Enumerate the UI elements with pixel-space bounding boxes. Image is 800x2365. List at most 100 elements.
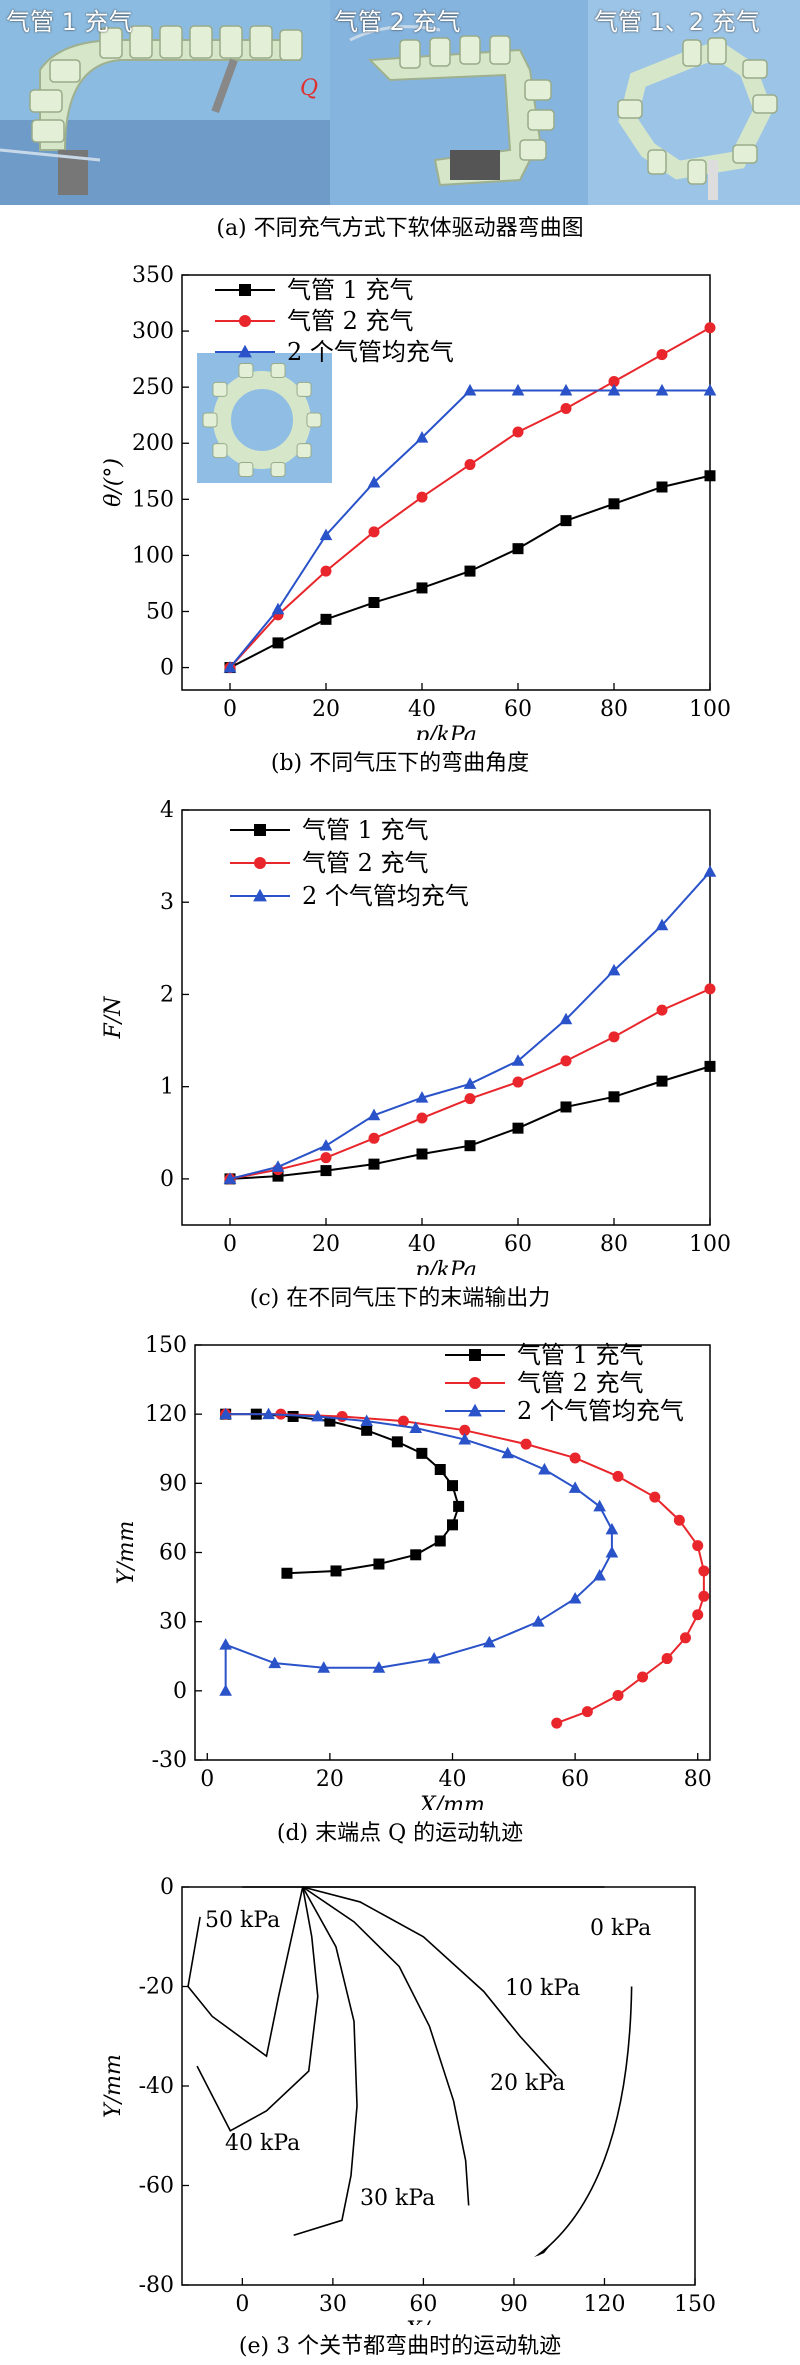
data-point [538, 1462, 551, 1475]
data-point [319, 528, 333, 541]
data-point [320, 1152, 332, 1164]
y-tick-label: 100 [132, 543, 174, 568]
photo-both: 气管 1、2 充气 [588, 0, 800, 205]
data-point [391, 1436, 403, 1448]
y-tick-label: 4 [160, 798, 174, 823]
data-point [368, 597, 380, 609]
photo-caption-tube1: 气管 1 充气 [6, 8, 133, 36]
data-point [656, 1075, 668, 1087]
x-tick-label: 80 [684, 1767, 712, 1792]
data-point [219, 1684, 232, 1696]
x-tick-label: 80 [600, 697, 628, 722]
caption-b: (b) 不同气压下的弯曲角度 [270, 751, 530, 776]
x-tick-label: 100 [689, 697, 731, 722]
photo-tube1: Q 气管 1 充气 [0, 0, 330, 205]
y-tick-label: 60 [159, 1541, 187, 1566]
pressure-label: 30 kPa [360, 2186, 435, 2211]
y-tick-label: 0 [160, 1167, 174, 1192]
data-point [319, 1139, 333, 1151]
data-point [560, 402, 572, 414]
inset-segment [202, 412, 218, 428]
data-point [281, 1567, 293, 1579]
data-point [219, 1638, 232, 1650]
data-point [434, 1535, 446, 1547]
data-point [482, 1635, 496, 1648]
data-point [367, 1108, 381, 1121]
data-point [336, 1410, 348, 1422]
data-point [416, 1112, 428, 1124]
x-tick-label: 80 [600, 1232, 628, 1257]
x-axis-label: X/mm [404, 2318, 471, 2325]
data-point [703, 383, 717, 396]
data-point [704, 983, 716, 995]
data-point [560, 515, 572, 527]
data-point [368, 526, 380, 538]
data-point [637, 1671, 649, 1683]
pressure-label: 10 kPa [505, 1976, 580, 2001]
data-point [607, 383, 621, 396]
y-tick-label: 300 [132, 319, 174, 344]
series-line [229, 871, 711, 1180]
data-point [447, 1480, 458, 1492]
photo-both-image [588, 0, 800, 205]
inset-segment [296, 381, 312, 397]
y-axis-label: θ/(°) [101, 458, 126, 507]
legend-marker [253, 888, 267, 902]
data-point [372, 1661, 386, 1673]
y-axis-label: Y/mm [101, 2054, 126, 2118]
y-tick-label: 150 [145, 1333, 187, 1358]
data-point [464, 459, 476, 471]
data-point [272, 1170, 284, 1182]
data-point [698, 1590, 710, 1602]
legend-marker [254, 824, 266, 836]
legend-label: 气管 1 充气 [287, 276, 414, 304]
data-point [415, 1091, 429, 1103]
inset-segment [306, 412, 322, 428]
y-tick-label: 350 [132, 263, 174, 288]
x-axis-label: p/kPa [415, 723, 477, 740]
data-point [219, 1407, 232, 1420]
x-axis-label: p/kPa [415, 1258, 477, 1275]
data-point [551, 1717, 563, 1729]
data-point [447, 1519, 458, 1531]
y-tick-label: 250 [132, 375, 174, 400]
data-point [360, 1414, 373, 1427]
data-point [559, 383, 573, 396]
caption-c: (c) 在不同气压下的末端输出力 [249, 1286, 551, 1311]
data-point [649, 1491, 661, 1503]
y-axis-label: Y/mm [114, 1521, 139, 1585]
y-tick-label: 3 [160, 890, 174, 915]
data-point [320, 565, 332, 577]
data-point [311, 1409, 324, 1422]
data-point [569, 1452, 581, 1464]
data-point [427, 1651, 441, 1664]
legend-marker [239, 315, 251, 327]
data-point [511, 383, 525, 396]
inset-segment [238, 461, 254, 477]
x-tick-label: 100 [689, 1232, 731, 1257]
plot-frame [181, 274, 711, 691]
data-point [397, 1415, 409, 1427]
trajectory-line [187, 1886, 304, 2058]
legend-label: 2 个气管均充气 [517, 1397, 684, 1425]
trajectory-line [196, 1886, 319, 2132]
data-point [272, 637, 284, 649]
data-point [605, 1545, 619, 1558]
y-tick-label: 0 [160, 656, 174, 681]
y-tick-label: -20 [139, 1975, 174, 2000]
data-point [656, 1004, 668, 1016]
inset-segment [212, 381, 228, 397]
data-point [223, 660, 237, 673]
plot-frame [181, 809, 711, 1226]
inset-segment [270, 363, 286, 379]
x-tick-label: 60 [409, 2292, 437, 2317]
data-point [703, 865, 717, 877]
x-tick-label: 40 [439, 1767, 467, 1792]
data-point [692, 1609, 704, 1621]
y-tick-label: 1 [160, 1075, 174, 1100]
legend-label: 气管 2 充气 [287, 307, 414, 335]
legend-label: 2 个气管均充气 [302, 882, 469, 910]
legend-marker [468, 1403, 482, 1417]
data-point [568, 1592, 582, 1604]
data-point [593, 1568, 606, 1581]
